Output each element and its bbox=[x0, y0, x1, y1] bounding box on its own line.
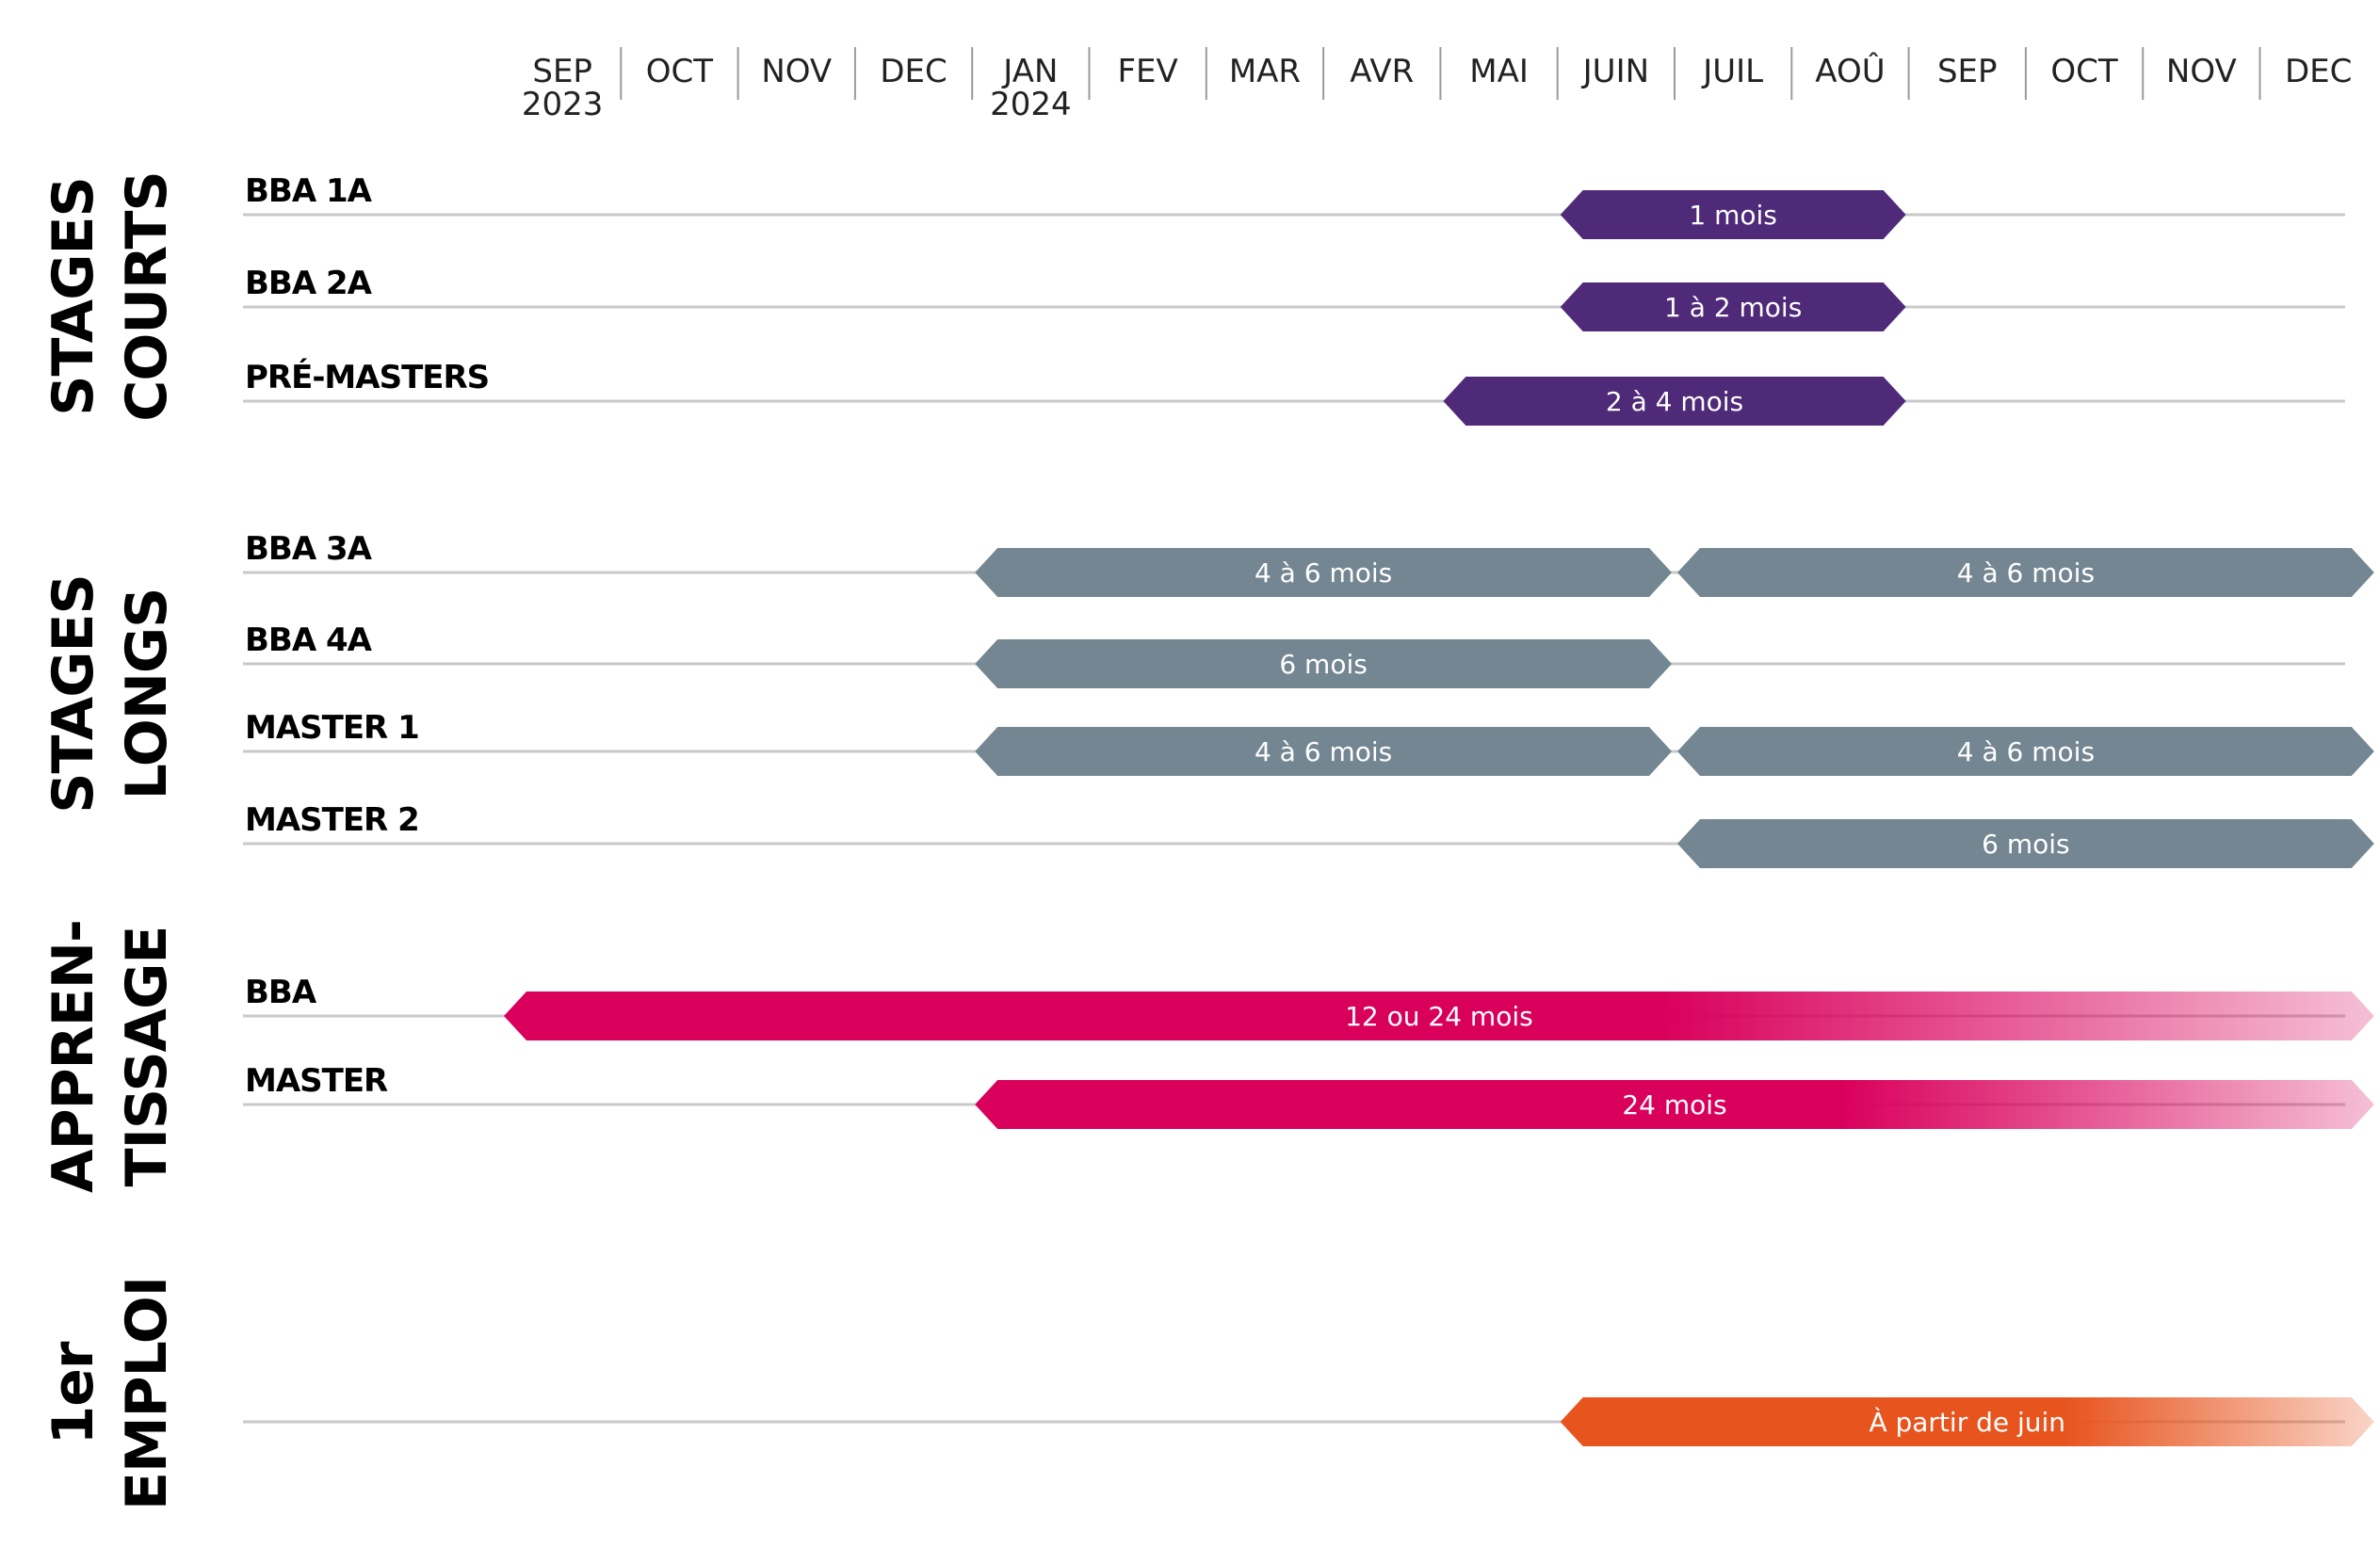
duration-label: 12 ou 24 mois bbox=[1345, 1001, 1533, 1032]
duration-label: 2 à 4 mois bbox=[1606, 386, 1743, 417]
group-label-line: TISSAGE bbox=[114, 927, 180, 1187]
month-label: JAN bbox=[1001, 53, 1058, 90]
row-label: PRÉ-MASTERS bbox=[245, 358, 489, 396]
group-label-apprentissage: APPREN- TISSAGE bbox=[40, 920, 180, 1193]
group-label-line: EMPLOI bbox=[114, 1277, 180, 1510]
year-label: 2024 bbox=[990, 86, 1072, 123]
month-label: SEP bbox=[532, 53, 592, 90]
year-label: 2023 bbox=[522, 86, 604, 123]
timeline-rows: BBA 1A 1 mois BBA 2A 1 à 2 mois PRÉ-MASTERS 2… bbox=[243, 172, 2374, 1446]
group-label-line: 1er bbox=[40, 1341, 106, 1444]
month-label: AOÛ bbox=[1815, 52, 1885, 90]
duration-bar bbox=[975, 1080, 2374, 1129]
timeline-row: MASTER 24 mois bbox=[243, 1062, 2374, 1129]
duration-bar bbox=[1560, 1397, 2374, 1446]
duration-label: 6 mois bbox=[1279, 649, 1368, 680]
duration-label: 24 mois bbox=[1622, 1089, 1726, 1121]
timeline-row: BBA 2A 1 à 2 mois bbox=[243, 265, 2345, 331]
duration-bar bbox=[975, 727, 1672, 776]
month-label: AVR bbox=[1350, 53, 1414, 90]
duration-bar bbox=[1677, 819, 2374, 868]
group-label-line: COURTS bbox=[114, 171, 180, 421]
group-label-stages-courts: STAGES COURTS bbox=[40, 171, 180, 421]
timeline-row: BBA 1A 1 mois bbox=[243, 172, 2345, 239]
row-label: BBA bbox=[245, 974, 317, 1011]
row-label: BBA 2A bbox=[245, 265, 373, 302]
duration-label: 1 mois bbox=[1689, 200, 1777, 231]
group-label-line: STAGES bbox=[40, 574, 106, 813]
row-label: MASTER bbox=[245, 1062, 388, 1100]
month-label: MAR bbox=[1229, 53, 1301, 90]
month-label: DEC bbox=[2285, 53, 2352, 90]
group-label-line: STAGES bbox=[40, 177, 106, 415]
timeline-row: MASTER 2 6 mois bbox=[243, 801, 2374, 868]
group-label-stages-longs: STAGES LONGS bbox=[40, 574, 180, 813]
row-label: BBA 4A bbox=[245, 621, 373, 659]
duration-label: 4 à 6 mois bbox=[1255, 736, 1392, 767]
month-label: JUIL bbox=[1701, 53, 1763, 90]
month-label: FEV bbox=[1117, 53, 1177, 90]
duration-bar bbox=[1677, 727, 2374, 776]
duration-bar bbox=[1560, 282, 1906, 331]
group-label-premier-emploi: 1er EMPLOI bbox=[40, 1277, 180, 1510]
month-label: SEP bbox=[1937, 53, 1998, 90]
duration-bar bbox=[504, 992, 2374, 1040]
timeline-row: À partir de juin bbox=[243, 1397, 2374, 1446]
timeline-row: PRÉ-MASTERS 2 à 4 mois bbox=[243, 358, 2345, 426]
duration-bar bbox=[1677, 548, 2374, 597]
duration-label: 1 à 2 mois bbox=[1664, 292, 1802, 323]
timeline-row: BBA 4A 6 mois bbox=[243, 621, 2345, 688]
month-label: OCT bbox=[2050, 53, 2118, 90]
month-label: NOV bbox=[761, 53, 832, 90]
duration-label: 6 mois bbox=[1982, 829, 2070, 860]
month-label: MAI bbox=[1469, 53, 1529, 90]
month-label: OCT bbox=[646, 53, 714, 90]
month-label: JUIN bbox=[1581, 53, 1649, 90]
duration-label: À partir de juin bbox=[1869, 1406, 2065, 1438]
duration-label: 4 à 6 mois bbox=[1255, 557, 1392, 589]
group-label-line: LONGS bbox=[114, 589, 180, 800]
timeline-row: BBA 12 ou 24 mois bbox=[243, 974, 2374, 1040]
timeline-row: BBA 3A 4 à 6 mois 4 à 6 mois bbox=[243, 530, 2374, 597]
month-label: NOV bbox=[2166, 53, 2237, 90]
duration-bar bbox=[1560, 190, 1906, 239]
timeline-row: MASTER 1 4 à 6 mois 4 à 6 mois bbox=[243, 709, 2374, 776]
group-label-line: APPREN- bbox=[40, 920, 106, 1193]
duration-bar bbox=[1443, 377, 1906, 426]
row-label: BBA 1A bbox=[245, 172, 373, 210]
duration-label: 4 à 6 mois bbox=[1957, 557, 2095, 589]
duration-label: 4 à 6 mois bbox=[1957, 736, 2095, 767]
month-label: DEC bbox=[880, 53, 947, 90]
row-label: MASTER 2 bbox=[245, 801, 419, 839]
row-label: BBA 3A bbox=[245, 530, 373, 568]
duration-bar bbox=[975, 639, 1672, 688]
duration-bar bbox=[975, 548, 1672, 597]
row-label: MASTER 1 bbox=[245, 709, 419, 747]
